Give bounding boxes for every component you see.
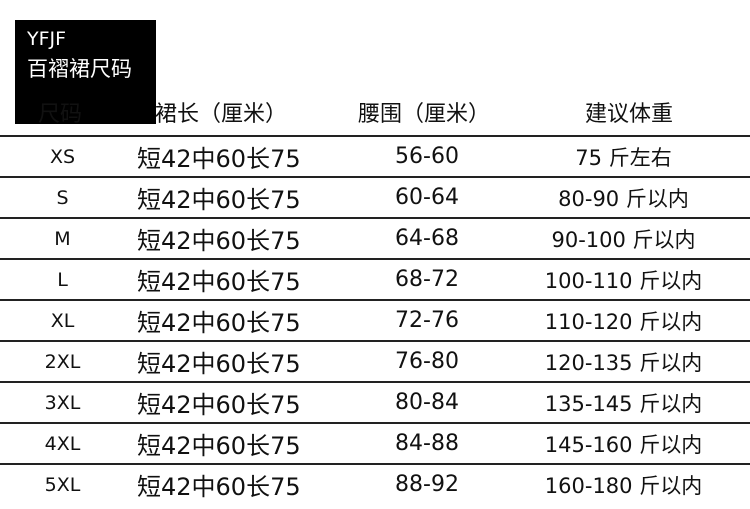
table-row: 4XL 短42中60长75 84-88 145-160 斤以内 — [0, 422, 750, 464]
length-cell: 短42中60长75 — [125, 463, 357, 504]
table-row: 5XL 短42中60长75 88-92 160-180 斤以内 — [0, 463, 750, 504]
length-cell: 短42中60长75 — [125, 135, 357, 177]
waist-cell: 84-88 — [357, 422, 497, 464]
weight-cell: 120-135 斤以内 — [497, 340, 750, 382]
header-weight: 建议体重 — [585, 102, 674, 127]
weight-cell: 75 斤左右 — [497, 135, 750, 177]
waist-cell: 72-76 — [357, 299, 497, 341]
weight-cell: 145-160 斤以内 — [497, 422, 750, 464]
waist-cell: 56-60 — [357, 135, 497, 177]
length-cell: 短42中60长75 — [125, 217, 357, 259]
length-cell: 短42中60长75 — [125, 258, 357, 300]
length-cell: 短42中60长75 — [125, 176, 357, 218]
weight-cell: 160-180 斤以内 — [497, 463, 750, 504]
table-row: 2XL 短42中60长75 76-80 120-135 斤以内 — [0, 340, 750, 382]
table-row: L 短42中60长75 68-72 100-110 斤以内 — [0, 258, 750, 300]
header-size: 尺码 — [38, 102, 83, 127]
size-cell: XL — [0, 299, 125, 341]
length-cell: 短42中60长75 — [125, 422, 357, 464]
size-cell: 3XL — [0, 381, 125, 423]
length-cell: 短42中60长75 — [125, 381, 357, 423]
size-cell: L — [0, 258, 125, 300]
size-cell: XS — [0, 135, 125, 177]
size-cell: 4XL — [0, 422, 125, 464]
waist-cell: 60-64 — [357, 176, 497, 218]
waist-cell: 64-68 — [357, 217, 497, 259]
table-row: S 短42中60长75 60-64 80-90 斤以内 — [0, 176, 750, 218]
weight-cell: 90-100 斤以内 — [497, 217, 750, 259]
waist-cell: 88-92 — [357, 463, 497, 504]
waist-cell: 80-84 — [357, 381, 497, 423]
size-table: XS 短42中60长75 56-60 75 斤左右 S 短42中60长75 60-64 80-… — [0, 135, 750, 504]
size-cell: 5XL — [0, 463, 125, 504]
header-waist: 腰围（厘米） — [358, 102, 491, 127]
weight-cell: 110-120 斤以内 — [497, 299, 750, 341]
brand-label: YFJF 百褶裙尺码 — [15, 20, 156, 124]
brand-name: YFJF — [27, 28, 67, 50]
weight-cell: 100-110 斤以内 — [497, 258, 750, 300]
table-row: XL 短42中60长75 72-76 110-120 斤以内 — [0, 299, 750, 341]
size-cell: 2XL — [0, 340, 125, 382]
header-length: 裙长（厘米） — [155, 102, 288, 127]
chart-title: 百褶裙尺码 — [27, 57, 132, 81]
length-cell: 短42中60长75 — [125, 340, 357, 382]
table-header: 尺码 裙长（厘米） 腰围（厘米） 建议体重 — [0, 94, 750, 134]
table-row: XS 短42中60长75 56-60 75 斤左右 — [0, 135, 750, 177]
waist-cell: 68-72 — [357, 258, 497, 300]
table-row: 3XL 短42中60长75 80-84 135-145 斤以内 — [0, 381, 750, 423]
table-row: M 短42中60长75 64-68 90-100 斤以内 — [0, 217, 750, 259]
weight-cell: 135-145 斤以内 — [497, 381, 750, 423]
size-cell: M — [0, 217, 125, 259]
waist-cell: 76-80 — [357, 340, 497, 382]
length-cell: 短42中60长75 — [125, 299, 357, 341]
size-cell: S — [0, 176, 125, 218]
weight-cell: 80-90 斤以内 — [497, 176, 750, 218]
